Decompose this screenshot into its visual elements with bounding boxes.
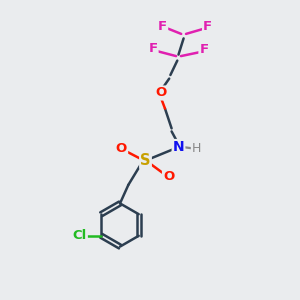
Text: Cl: Cl — [73, 229, 87, 242]
Text: F: F — [200, 43, 208, 56]
Text: F: F — [148, 42, 158, 55]
Text: O: O — [155, 86, 166, 100]
Text: N: N — [173, 140, 184, 154]
Text: F: F — [203, 20, 212, 34]
Text: H: H — [192, 142, 201, 155]
Text: F: F — [158, 20, 167, 33]
Text: O: O — [116, 142, 127, 155]
Text: O: O — [163, 170, 174, 184]
Text: S: S — [140, 153, 151, 168]
